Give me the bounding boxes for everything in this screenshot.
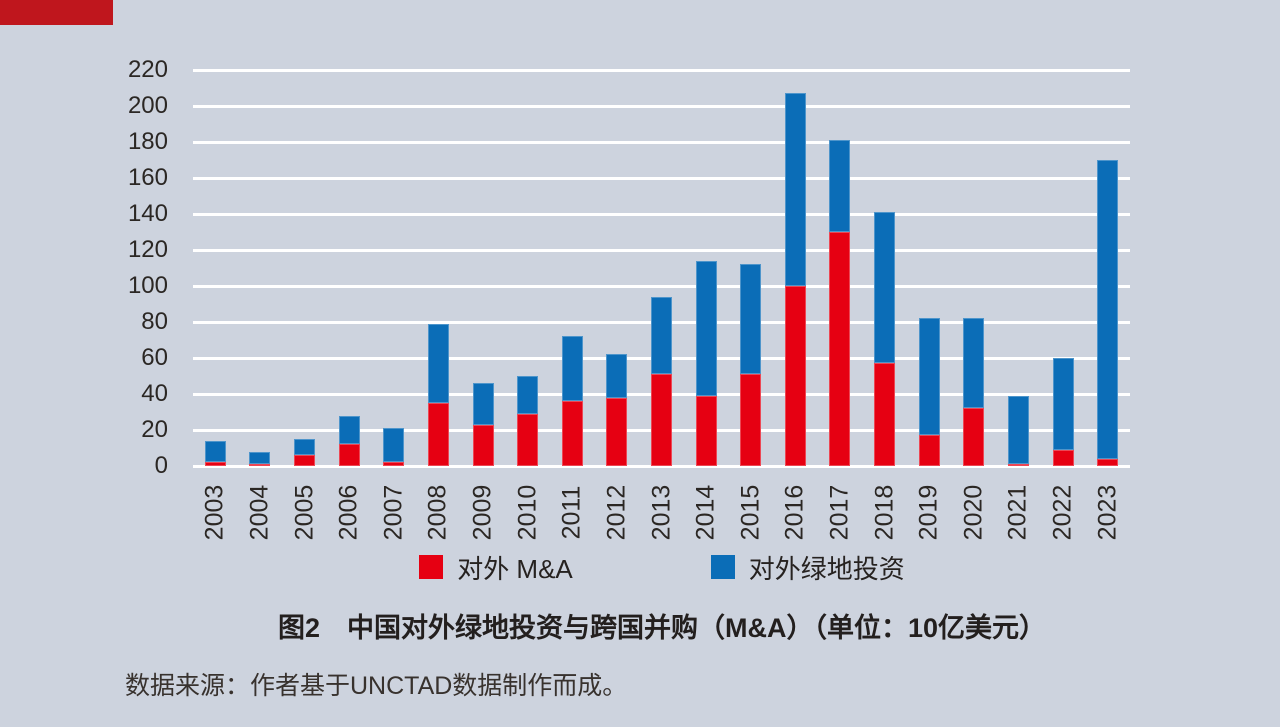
x-tick-label-2020: 2020 [959, 484, 988, 541]
y-tick-label-60: 60 [141, 344, 168, 371]
x-tick-label-2019: 2019 [914, 484, 943, 541]
x-tick-label-2010: 2010 [513, 484, 542, 541]
bar-segment-ma-2018 [874, 363, 896, 466]
bar-segment-greenfield-2018 [874, 212, 896, 364]
y-tick-label-40: 40 [141, 380, 168, 407]
x-tick-label-2022: 2022 [1048, 484, 1077, 541]
x-tick-label-2013: 2013 [647, 484, 675, 541]
bar-segment-ma-2020 [963, 408, 985, 466]
x-tick-label-2004: 2004 [245, 484, 274, 541]
bar-segment-greenfield-2015 [740, 264, 762, 375]
legend-item-ma: 对外 M&A [419, 549, 573, 586]
bar-segment-greenfield-2017 [829, 140, 851, 232]
bar-segment-ma-2003 [204, 462, 226, 466]
y-tick-label-100: 100 [127, 272, 168, 299]
bar-segment-ma-2016 [784, 286, 806, 466]
legend-swatch-ma-icon [419, 555, 444, 579]
legend-item-greenfield: 对外绿地投资 [710, 549, 905, 586]
bar-segment-greenfield-2020 [963, 318, 985, 409]
gridline-200 [193, 104, 1130, 108]
bar-segment-ma-2022 [1052, 449, 1074, 466]
bar-segment-greenfield-2012 [606, 354, 628, 398]
legend-label-greenfield: 对外绿地投资 [748, 553, 905, 584]
header-red-block [0, 0, 113, 25]
y-tick-label-220: 220 [127, 56, 168, 83]
x-tick-label-2014: 2014 [691, 484, 720, 541]
bar-segment-ma-2011 [561, 401, 583, 466]
bar-segment-greenfield-2021 [1007, 395, 1029, 465]
x-tick-label-2003: 2003 [200, 484, 229, 541]
bar-segment-greenfield-2006 [338, 415, 360, 445]
bar-segment-greenfield-2010 [517, 376, 539, 414]
bar-segment-ma-2004 [249, 464, 271, 466]
bar-segment-ma-2015 [740, 374, 762, 466]
bar-segment-greenfield-2003 [204, 440, 226, 463]
x-tick-label-2021: 2021 [1003, 484, 1032, 541]
bar-segment-ma-2009 [472, 424, 494, 466]
bar-segment-greenfield-2016 [784, 93, 806, 286]
y-tick-label-80: 80 [141, 308, 168, 335]
y-tick-label-0: 0 [154, 452, 168, 479]
y-tick-label-180: 180 [127, 128, 168, 155]
bar-segment-ma-2017 [829, 232, 851, 466]
x-tick-label-2016: 2016 [780, 484, 809, 541]
gridline-100 [193, 284, 1130, 288]
x-tick-label-2018: 2018 [870, 484, 899, 541]
gridline-180 [193, 140, 1130, 144]
bar-segment-greenfield-2009 [472, 383, 494, 425]
legend: 对外 M&A 对外绿地投资 [44, 550, 1280, 584]
bar-segment-ma-2013 [651, 374, 672, 466]
x-tick-label-2008: 2008 [423, 484, 452, 541]
bar-segment-greenfield-2007 [383, 428, 405, 463]
bar-segment-greenfield-2013 [651, 296, 672, 375]
y-tick-label-140: 140 [127, 200, 168, 227]
bar-segment-greenfield-2011 [561, 336, 583, 402]
bar-segment-ma-2023 [1097, 458, 1119, 466]
gridline-160 [193, 176, 1130, 180]
gridline-220 [193, 68, 1130, 72]
gridline-140 [193, 212, 1130, 216]
bar-segment-ma-2019 [918, 435, 940, 466]
x-tick-label-2009: 2009 [468, 484, 497, 541]
bar-segment-ma-2021 [1007, 464, 1029, 466]
x-tick-label-2006: 2006 [334, 484, 363, 541]
x-tick-label-2015: 2015 [736, 484, 765, 541]
bar-segment-greenfield-2022 [1052, 358, 1074, 450]
gridline-0 [193, 464, 1130, 468]
legend-label-ma: 对外 M&A [457, 553, 573, 584]
bar-segment-ma-2005 [294, 455, 316, 466]
y-tick-label-120: 120 [127, 236, 168, 263]
x-tick-label-2007: 2007 [379, 484, 408, 541]
bar-segment-greenfield-2005 [294, 439, 316, 456]
bar-segment-ma-2006 [338, 444, 360, 466]
bar-segment-greenfield-2008 [427, 323, 449, 403]
x-tick-label-2023: 2023 [1093, 484, 1122, 541]
bar-segment-ma-2010 [517, 413, 539, 466]
bar-segment-ma-2007 [383, 462, 405, 466]
bar-segment-ma-2008 [427, 403, 449, 466]
x-tick-label-2005: 2005 [290, 484, 319, 541]
y-tick-label-160: 160 [127, 164, 168, 191]
x-tick-label-2017: 2017 [825, 484, 854, 541]
bar-segment-greenfield-2023 [1097, 160, 1119, 459]
x-tick-label-2011: 2011 [557, 485, 586, 540]
bar-segment-greenfield-2004 [249, 451, 271, 465]
y-tick-label-20: 20 [141, 416, 168, 443]
bar-segment-greenfield-2019 [918, 318, 940, 436]
chart-title: 图2 中国对外绿地投资与跨国并购（M&A）（单位：10亿美元） [277, 613, 1047, 643]
gridline-120 [193, 248, 1130, 252]
data-source-note: 数据来源：作者基于UNCTAD数据制作而成。 [125, 672, 628, 700]
y-tick-label-200: 200 [127, 92, 168, 119]
legend-swatch-greenfield-icon [710, 555, 735, 579]
bar-segment-ma-2014 [695, 395, 717, 466]
x-tick-label-2012: 2012 [602, 484, 631, 541]
bar-segment-ma-2012 [606, 397, 628, 466]
bar-segment-greenfield-2014 [695, 260, 717, 396]
